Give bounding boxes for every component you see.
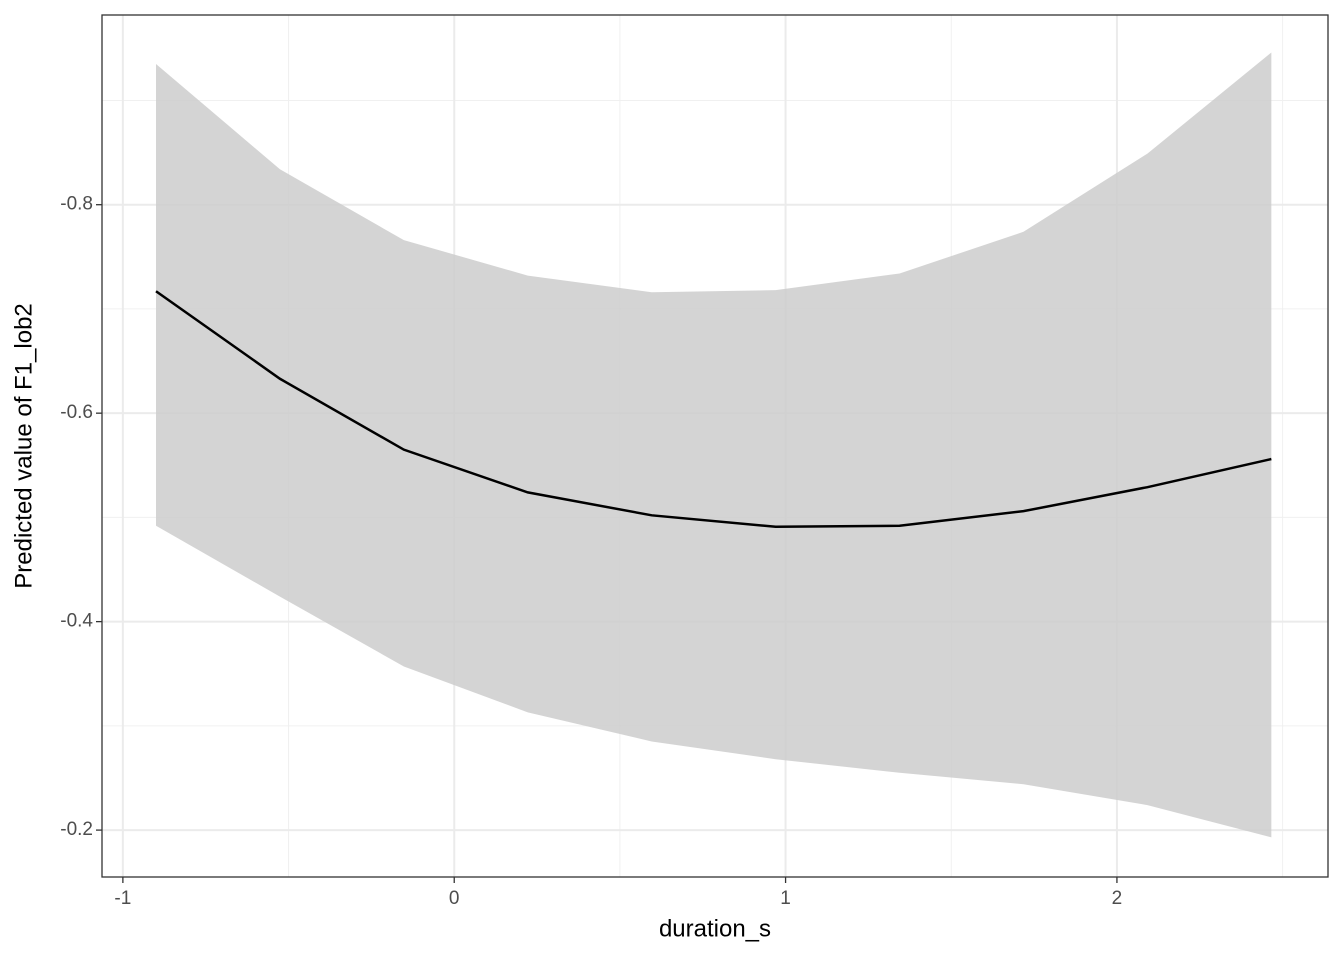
- y-tick-label: -0.2: [60, 819, 93, 840]
- panel-border: [101, 14, 1329, 878]
- y-axis-title: Predicted value of F1_lob2: [10, 303, 37, 589]
- confidence-band: [156, 52, 1272, 838]
- y-tick-label: -0.6: [60, 402, 93, 423]
- x-tick-label: 2: [1112, 888, 1123, 909]
- x-tick-label: 1: [780, 888, 791, 909]
- x-tick-label: -1: [114, 888, 131, 909]
- x-tick-label: 0: [449, 888, 460, 909]
- y-tick-label: -0.4: [60, 611, 93, 632]
- y-tick-label: -0.8: [60, 194, 93, 215]
- x-axis-title: duration_s: [659, 915, 771, 942]
- line: [155, 290, 1272, 529]
